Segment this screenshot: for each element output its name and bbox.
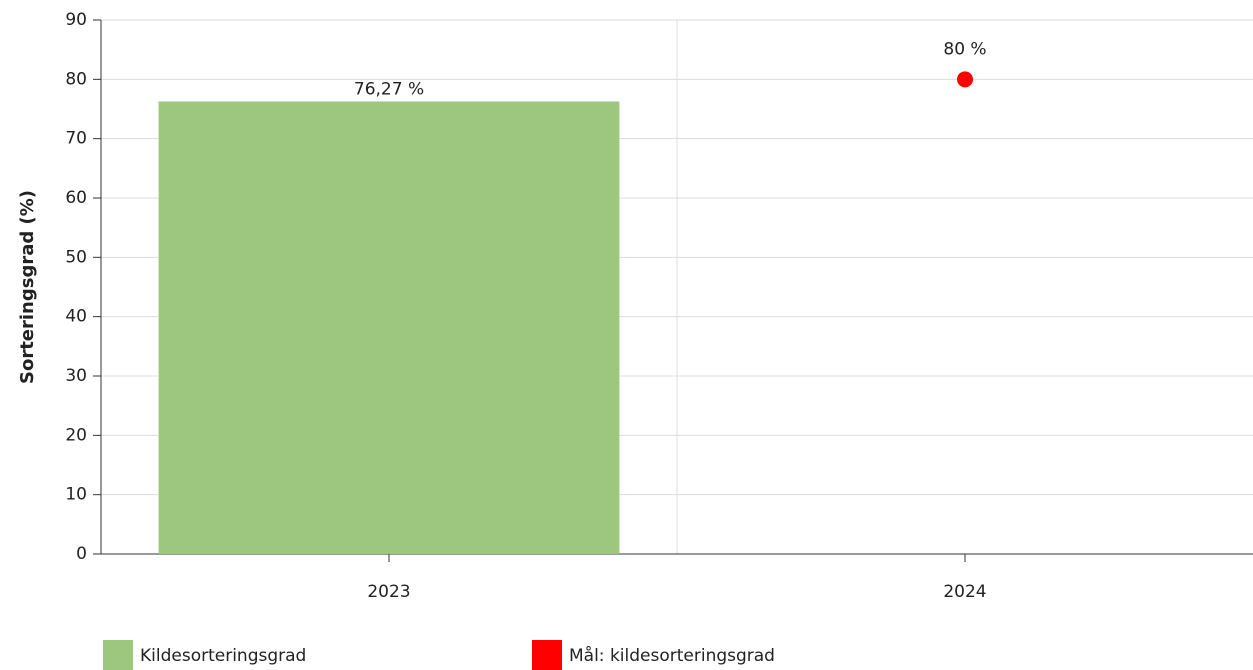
x-tick-label: 2024 (943, 582, 986, 602)
data-label: 80 % (943, 39, 986, 59)
y-tick-label: 40 (65, 307, 87, 327)
legend-label: Mål: kildesorteringsgrad (569, 645, 775, 666)
legend-label: Kildesorteringsgrad (140, 646, 306, 666)
y-tick-label: 0 (76, 544, 87, 564)
y-tick-label: 10 (65, 485, 87, 505)
data-label: 76,27 % (354, 79, 424, 99)
legend-swatch (532, 640, 562, 670)
x-tick-label: 2023 (367, 582, 410, 602)
y-tick-label: 20 (65, 425, 87, 445)
bar (158, 101, 620, 555)
y-axis-title: Sorteringsgrad (%) (17, 190, 38, 384)
y-tick-label: 60 (65, 188, 87, 208)
y-tick-label: 90 (65, 10, 87, 30)
legend-swatch (103, 640, 133, 670)
point (957, 71, 973, 88)
y-tick-label: 30 (65, 366, 87, 386)
y-tick-label: 80 (65, 69, 87, 89)
y-tick-label: 70 (65, 129, 87, 149)
y-tick-label: 50 (65, 247, 87, 267)
